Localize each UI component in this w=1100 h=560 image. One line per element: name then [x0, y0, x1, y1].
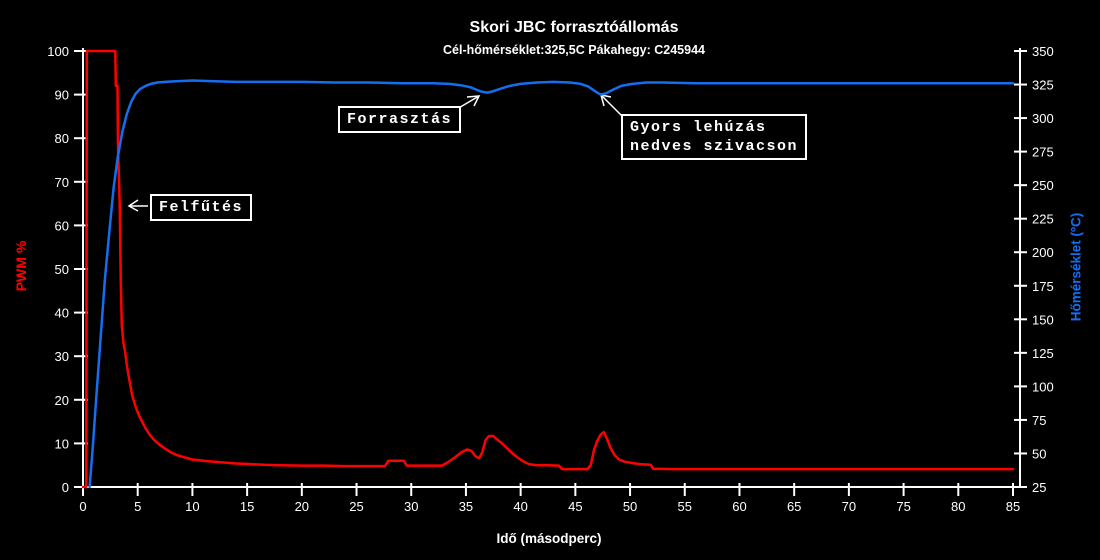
annotation-gyors-line1: Gyors lehúzás: [630, 119, 767, 136]
x-tick-label-60: 60: [732, 499, 746, 514]
x-tick-label-40: 40: [513, 499, 527, 514]
right-tick-label-200: 200: [1032, 245, 1054, 260]
x-tick-label-70: 70: [842, 499, 856, 514]
left-tick-label-70: 70: [55, 175, 69, 190]
x-tick-label-0: 0: [79, 499, 86, 514]
x-tick-label-10: 10: [185, 499, 199, 514]
x-tick-label-45: 45: [568, 499, 582, 514]
right-tick-label-125: 125: [1032, 346, 1054, 361]
left-axis-title: PWM %: [13, 240, 29, 292]
x-tick-label-65: 65: [787, 499, 801, 514]
x-tick-label-35: 35: [459, 499, 473, 514]
annotation-felfutes: Felfűtés: [150, 194, 253, 221]
x-tick-label-15: 15: [240, 499, 254, 514]
felfutes-arrow: [127, 199, 148, 212]
x-tick-label-50: 50: [623, 499, 637, 514]
left-tick-label-10: 10: [55, 436, 69, 451]
left-tick-label-100: 100: [47, 44, 69, 59]
left-tick-label-90: 90: [55, 88, 69, 103]
right-tick-label-175: 175: [1032, 279, 1054, 294]
x-tick-label-75: 75: [896, 499, 910, 514]
x-tick-label-55: 55: [678, 499, 692, 514]
chart-title: Skori JBC forrasztóállomás: [469, 19, 679, 36]
right-tick-label-250: 250: [1032, 178, 1054, 193]
left-tick-label-80: 80: [55, 131, 69, 146]
right-tick-label-350: 350: [1032, 44, 1054, 59]
annotation-gyors-line2: nedves szivacson: [630, 138, 799, 155]
left-tick-label-0: 0: [62, 480, 69, 495]
left-tick-label-50: 50: [55, 262, 69, 277]
right-tick-label-275: 275: [1032, 145, 1054, 160]
right-tick-label-225: 225: [1032, 212, 1054, 227]
right-tick-label-300: 300: [1032, 111, 1054, 126]
x-tick-label-30: 30: [404, 499, 418, 514]
x-tick-label-20: 20: [295, 499, 309, 514]
left-tick-label-60: 60: [55, 218, 69, 233]
annotation-forrasztas: Forrasztás: [338, 106, 462, 133]
annotation-gyors-lehuzas: Gyors lehúzás nedves szivacson: [621, 114, 808, 160]
gyors-lehuzas-arrow: [599, 94, 623, 117]
right-tick-label-25: 25: [1032, 480, 1046, 495]
left-tick-label-30: 30: [55, 349, 69, 364]
x-tick-label-85: 85: [1006, 499, 1020, 514]
chart-subtitle: Cél-hőmérséklet:325,5C Pákahegy: C245944: [443, 43, 705, 57]
x-tick-label-80: 80: [951, 499, 965, 514]
x-tick-label-5: 5: [134, 499, 141, 514]
x-tick-label-25: 25: [349, 499, 363, 514]
series-line-pwm: [81, 49, 1015, 489]
right-tick-label-100: 100: [1032, 379, 1054, 394]
series-line-hőmérséklet: [88, 79, 1015, 489]
left-tick-label-20: 20: [55, 393, 69, 408]
left-tick-label-40: 40: [55, 306, 69, 321]
right-axis-title: Hőmérséklet (ºC): [1068, 212, 1084, 322]
right-tick-label-75: 75: [1032, 413, 1046, 428]
right-tick-label-325: 325: [1032, 78, 1054, 93]
annotation-forrasztas-text: Forrasztás: [347, 111, 453, 128]
x-axis-title: Idő (másodperc): [496, 531, 602, 546]
right-tick-label-50: 50: [1032, 446, 1046, 461]
annotation-felfutes-text: Felfűtés: [159, 199, 244, 216]
right-tick-label-150: 150: [1032, 312, 1054, 327]
